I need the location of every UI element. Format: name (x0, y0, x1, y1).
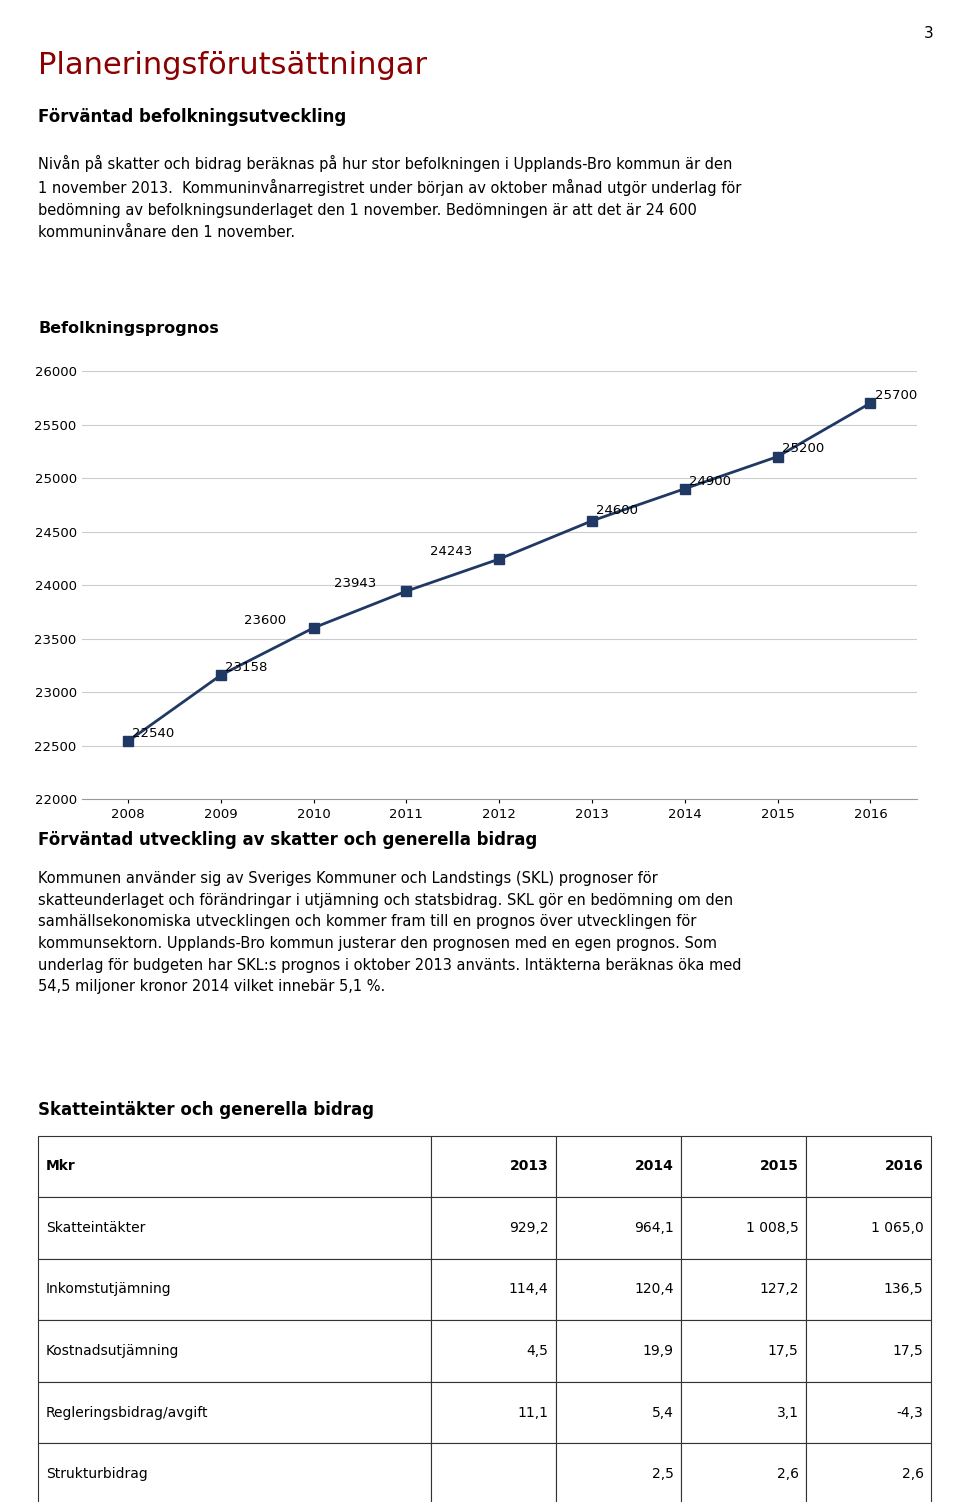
Text: 2014: 2014 (635, 1160, 674, 1173)
Bar (682, 1443, 806, 1502)
Text: 2,5: 2,5 (652, 1467, 674, 1481)
Text: Regleringsbidrag/avgift: Regleringsbidrag/avgift (46, 1406, 208, 1419)
Text: 17,5: 17,5 (893, 1344, 924, 1358)
Bar (806, 1136, 931, 1197)
Bar (806, 1259, 931, 1320)
Text: 4,5: 4,5 (527, 1344, 548, 1358)
Text: 1 065,0: 1 065,0 (871, 1221, 924, 1235)
Bar (682, 1197, 806, 1259)
Text: 23943: 23943 (334, 577, 376, 590)
Bar (431, 1382, 556, 1443)
Bar (556, 1382, 682, 1443)
Bar (556, 1443, 682, 1502)
Text: 2013: 2013 (510, 1160, 548, 1173)
Text: 929,2: 929,2 (509, 1221, 548, 1235)
Bar (431, 1443, 556, 1502)
Bar (38, 1136, 431, 1197)
Text: 3: 3 (924, 26, 933, 41)
Text: 22540: 22540 (132, 727, 175, 740)
Text: 24243: 24243 (430, 545, 472, 557)
Text: 2016: 2016 (885, 1160, 924, 1173)
Text: Befolkningsprognos: Befolkningsprognos (38, 321, 219, 336)
Bar (682, 1382, 806, 1443)
Bar (806, 1197, 931, 1259)
Text: 1 008,5: 1 008,5 (746, 1221, 799, 1235)
Bar (556, 1320, 682, 1382)
Bar (431, 1259, 556, 1320)
Text: 19,9: 19,9 (642, 1344, 674, 1358)
Text: 23600: 23600 (244, 614, 286, 626)
Text: Inkomstutjämning: Inkomstutjämning (46, 1283, 172, 1296)
Text: 127,2: 127,2 (759, 1283, 799, 1296)
Text: 25200: 25200 (781, 443, 824, 455)
Text: Mkr: Mkr (46, 1160, 76, 1173)
Text: Planeringsförutsättningar: Planeringsförutsättningar (38, 51, 427, 80)
Text: 3,1: 3,1 (777, 1406, 799, 1419)
Text: Förväntad befolkningsutveckling: Förväntad befolkningsutveckling (38, 108, 347, 126)
Text: 2015: 2015 (759, 1160, 799, 1173)
Text: 114,4: 114,4 (509, 1283, 548, 1296)
Text: 120,4: 120,4 (634, 1283, 674, 1296)
Bar (431, 1197, 556, 1259)
Text: 23158: 23158 (225, 661, 267, 674)
Bar (556, 1136, 682, 1197)
Bar (682, 1259, 806, 1320)
Text: 136,5: 136,5 (884, 1283, 924, 1296)
Text: Kostnadsutjämning: Kostnadsutjämning (46, 1344, 180, 1358)
Text: 2,6: 2,6 (777, 1467, 799, 1481)
Bar (431, 1136, 556, 1197)
Bar (38, 1259, 431, 1320)
Bar (38, 1382, 431, 1443)
Bar (682, 1136, 806, 1197)
Text: Kommunen använder sig av Sveriges Kommuner och Landstings (SKL) prognoser för
sk: Kommunen använder sig av Sveriges Kommun… (38, 871, 742, 994)
Text: Nivån på skatter och bidrag beräknas på hur stor befolkningen i Upplands-Bro kom: Nivån på skatter och bidrag beräknas på … (38, 155, 742, 240)
Bar (38, 1443, 431, 1502)
Text: 964,1: 964,1 (634, 1221, 674, 1235)
Text: 11,1: 11,1 (517, 1406, 548, 1419)
Text: 24900: 24900 (689, 475, 731, 488)
Bar (806, 1382, 931, 1443)
Text: 5,4: 5,4 (652, 1406, 674, 1419)
Text: 17,5: 17,5 (768, 1344, 799, 1358)
Text: 24600: 24600 (596, 503, 638, 517)
Bar (682, 1320, 806, 1382)
Text: Förväntad utveckling av skatter och generella bidrag: Förväntad utveckling av skatter och gene… (38, 831, 538, 849)
Text: -4,3: -4,3 (897, 1406, 924, 1419)
Bar (556, 1197, 682, 1259)
Bar (38, 1197, 431, 1259)
Text: 25700: 25700 (875, 389, 917, 403)
Bar (431, 1320, 556, 1382)
Text: Strukturbidrag: Strukturbidrag (46, 1467, 148, 1481)
Text: Skatteintäkter: Skatteintäkter (46, 1221, 146, 1235)
Text: 2,6: 2,6 (901, 1467, 924, 1481)
Bar (806, 1320, 931, 1382)
Bar (38, 1320, 431, 1382)
Text: Skatteintäkter och generella bidrag: Skatteintäkter och generella bidrag (38, 1101, 374, 1119)
Bar (556, 1259, 682, 1320)
Bar (806, 1443, 931, 1502)
